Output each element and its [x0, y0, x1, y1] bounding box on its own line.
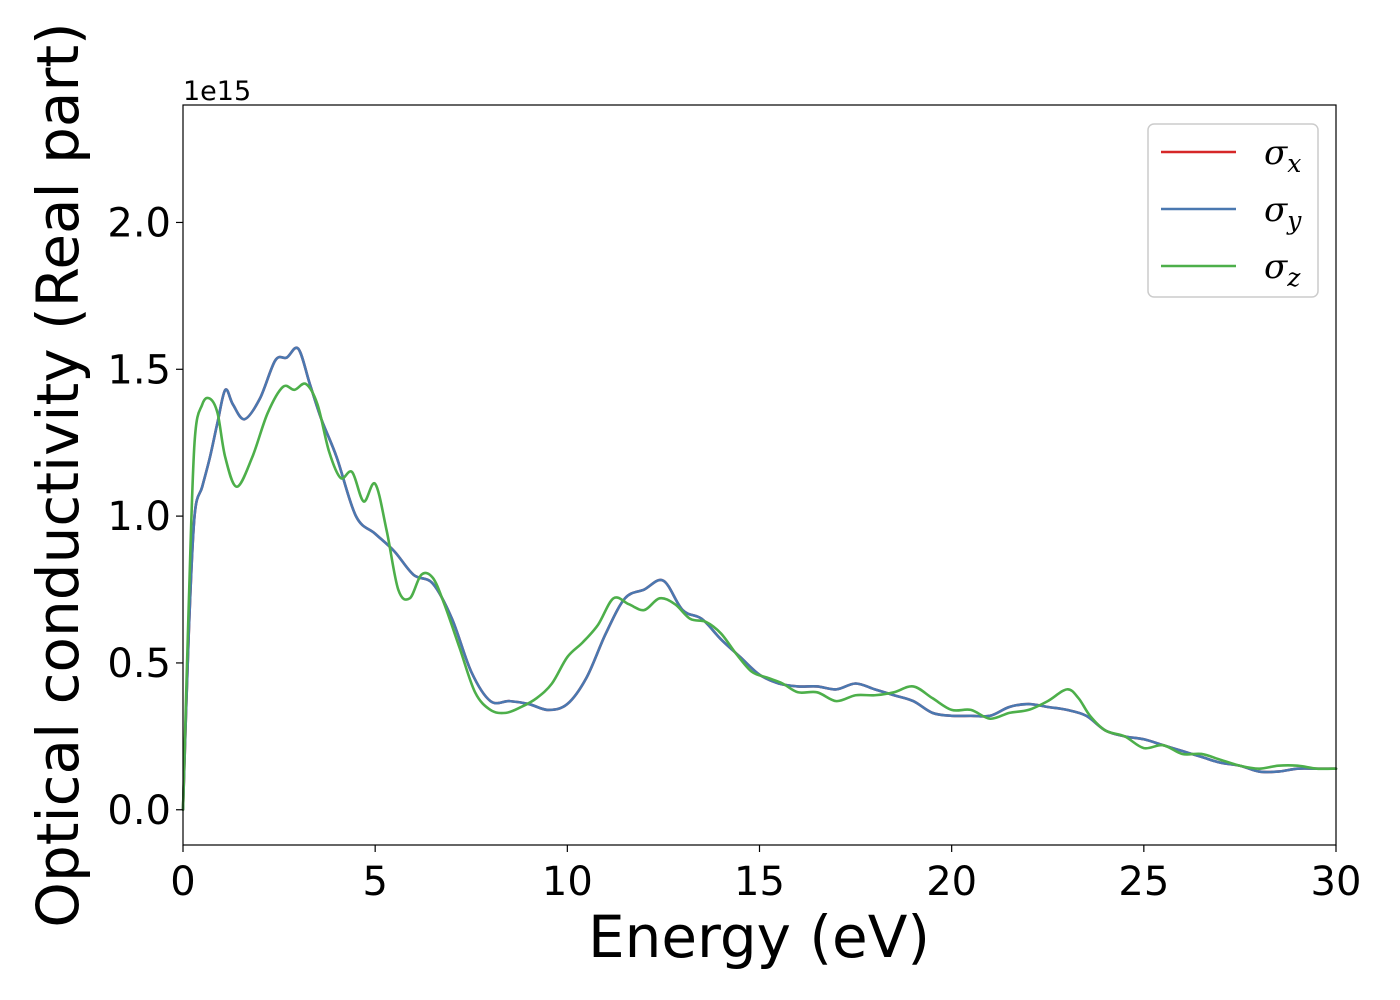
series-layer — [181, 346, 1338, 812]
legend-label-x: σx — [1264, 133, 1301, 178]
x-tick-label: 5 — [362, 859, 387, 905]
y-tick-label: 0.5 — [107, 641, 171, 687]
y-tick-label: 1.0 — [107, 494, 171, 540]
x-tick-label: 30 — [1311, 859, 1362, 905]
x-tick-label: 20 — [926, 859, 977, 905]
y-offset-label: 1e15 — [183, 76, 251, 107]
legend-box — [1147, 123, 1319, 298]
x-tick-label: 15 — [734, 859, 785, 905]
y-tick-label: 2.0 — [107, 200, 171, 246]
x-axis-label: Energy (eV) — [588, 903, 930, 971]
x-tick-label: 0 — [170, 859, 195, 905]
y-axis-label: Optical conductivity (Real part) — [24, 22, 92, 927]
legend-label-z: σz — [1264, 247, 1301, 292]
x-tick-label: 10 — [542, 859, 593, 905]
legend-label-y: σy — [1264, 190, 1302, 235]
x-tick-label: 25 — [1118, 859, 1169, 905]
series-line-z — [181, 382, 1338, 812]
legend: σx σy σz — [1147, 123, 1319, 298]
y-tick-label: 1.5 — [107, 347, 171, 393]
x-axis: 0 5 10 15 20 25 30 — [170, 845, 1361, 905]
y-tick-label: 0.0 — [107, 788, 171, 834]
y-axis: 0.0 0.5 1.0 1.5 2.0 — [107, 200, 183, 834]
